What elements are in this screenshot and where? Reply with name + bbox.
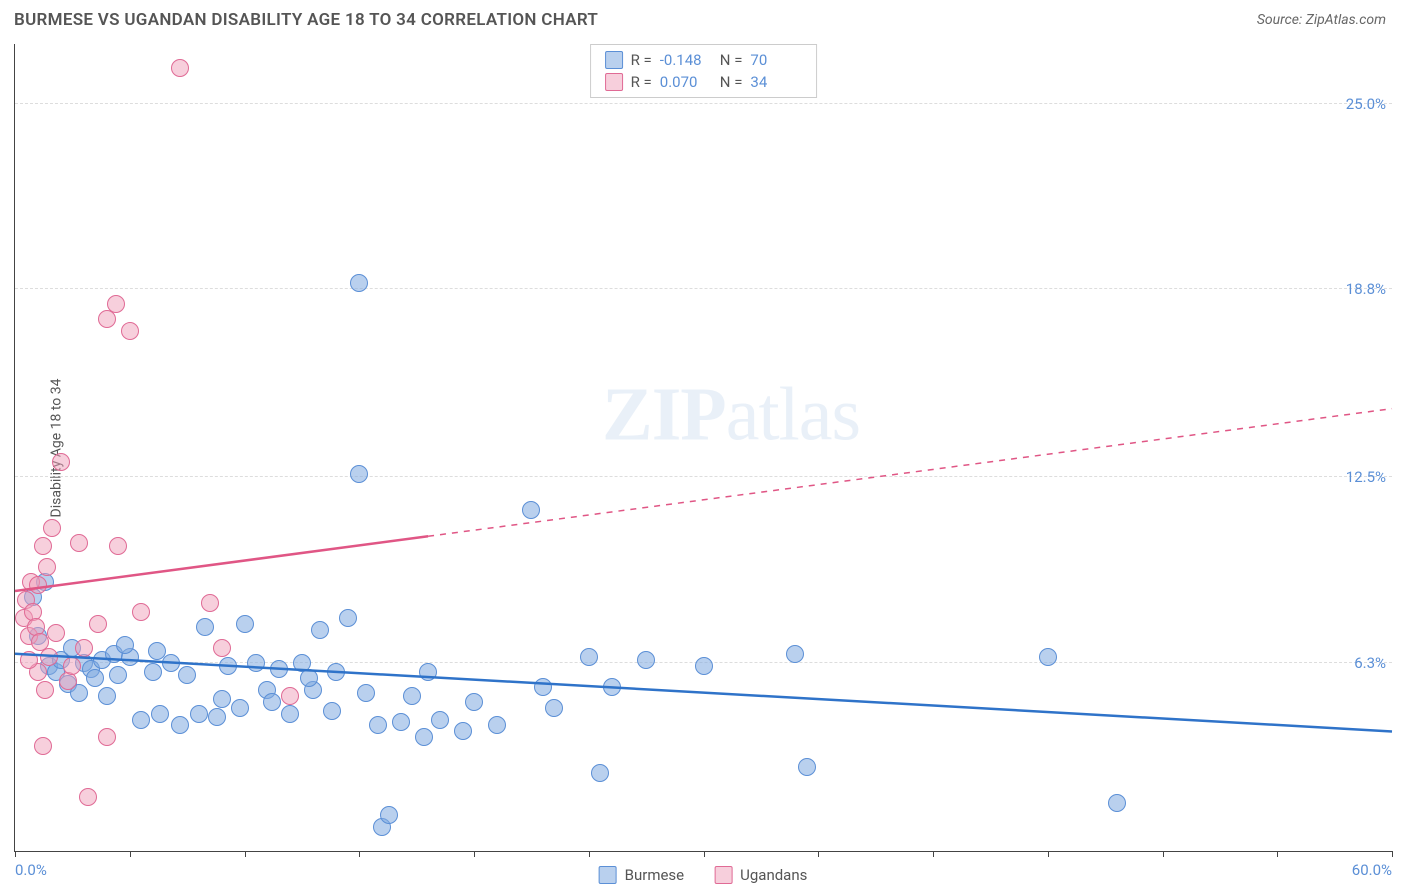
correlation-chart: Disability Age 18 to 34 6.3%12.5%18.8%25…	[14, 44, 1392, 852]
stats-row: R = -0.148 N = 70	[605, 49, 803, 71]
page-title: BURMESE VS UGANDAN DISABILITY AGE 18 TO …	[14, 10, 598, 30]
stats-row: R = 0.070 N = 34	[605, 71, 803, 93]
x-tick	[704, 851, 705, 857]
legend-item: Ugandans	[714, 866, 807, 884]
series-legend: Burmese Ugandans	[599, 866, 808, 884]
x-tick	[15, 851, 16, 857]
x-tick	[1163, 851, 1164, 857]
stat-r-label: R =	[631, 51, 652, 69]
stat-n-value: 70	[750, 51, 802, 69]
stat-n-label: N =	[720, 73, 743, 91]
regression-line	[15, 536, 428, 591]
stat-r-label: R =	[631, 73, 652, 91]
stat-r-value: 0.070	[660, 73, 712, 91]
x-tick	[359, 851, 360, 857]
legend-swatch	[714, 866, 732, 884]
x-tick	[589, 851, 590, 857]
stats-legend: R = -0.148 N = 70 R = 0.070 N = 34	[590, 44, 818, 98]
x-tick	[933, 851, 934, 857]
x-tick	[818, 851, 819, 857]
regression-line	[15, 654, 1392, 732]
regression-line-extrapolated	[428, 409, 1392, 537]
legend-label: Ugandans	[740, 866, 807, 884]
stat-n-label: N =	[720, 51, 743, 69]
x-tick	[245, 851, 246, 857]
x-tick	[130, 851, 131, 857]
stat-r-value: -0.148	[660, 51, 712, 69]
legend-swatch	[599, 866, 617, 884]
legend-swatch	[605, 51, 623, 69]
x-min-label: 0.0%	[15, 861, 47, 879]
source-credit: Source: ZipAtlas.com	[1257, 12, 1386, 28]
x-tick	[474, 851, 475, 857]
x-tick	[1048, 851, 1049, 857]
x-max-label: 60.0%	[1352, 861, 1392, 879]
legend-item: Burmese	[599, 866, 685, 884]
x-tick	[1277, 851, 1278, 857]
legend-swatch	[605, 73, 623, 91]
x-tick	[1392, 851, 1393, 857]
stat-n-value: 34	[750, 73, 802, 91]
legend-label: Burmese	[625, 866, 685, 884]
